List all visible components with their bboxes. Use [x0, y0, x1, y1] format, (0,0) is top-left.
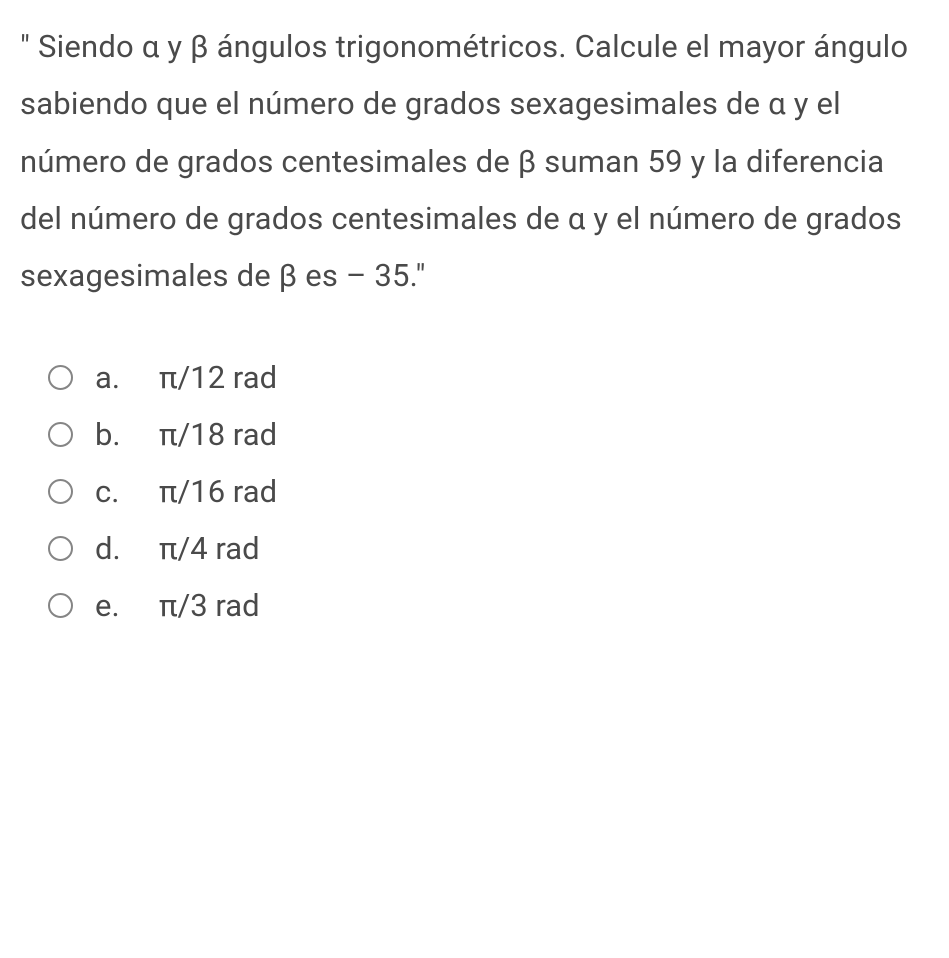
- radio-e[interactable]: [48, 593, 73, 618]
- option-text: π/18 rad: [159, 416, 277, 453]
- radio-a[interactable]: [48, 365, 73, 390]
- option-e[interactable]: e. π/3 rad: [48, 587, 929, 624]
- question-text: " Siendo α y β ángulos trigonométricos. …: [20, 18, 929, 305]
- radio-c[interactable]: [48, 479, 73, 504]
- radio-b[interactable]: [48, 422, 73, 447]
- option-letter: d.: [95, 530, 137, 567]
- options-list: a. π/12 rad b. π/18 rad c. π/16 rad d. π…: [20, 359, 929, 624]
- option-text: π/12 rad: [159, 359, 277, 396]
- radio-d[interactable]: [48, 536, 73, 561]
- option-c[interactable]: c. π/16 rad: [48, 473, 929, 510]
- option-text: π/4 rad: [159, 530, 260, 567]
- option-text: π/3 rad: [159, 587, 260, 624]
- option-letter: c.: [95, 473, 137, 510]
- option-letter: a.: [95, 359, 137, 396]
- option-letter: e.: [95, 587, 137, 624]
- option-b[interactable]: b. π/18 rad: [48, 416, 929, 453]
- option-letter: b.: [95, 416, 137, 453]
- option-d[interactable]: d. π/4 rad: [48, 530, 929, 567]
- option-a[interactable]: a. π/12 rad: [48, 359, 929, 396]
- option-text: π/16 rad: [159, 473, 277, 510]
